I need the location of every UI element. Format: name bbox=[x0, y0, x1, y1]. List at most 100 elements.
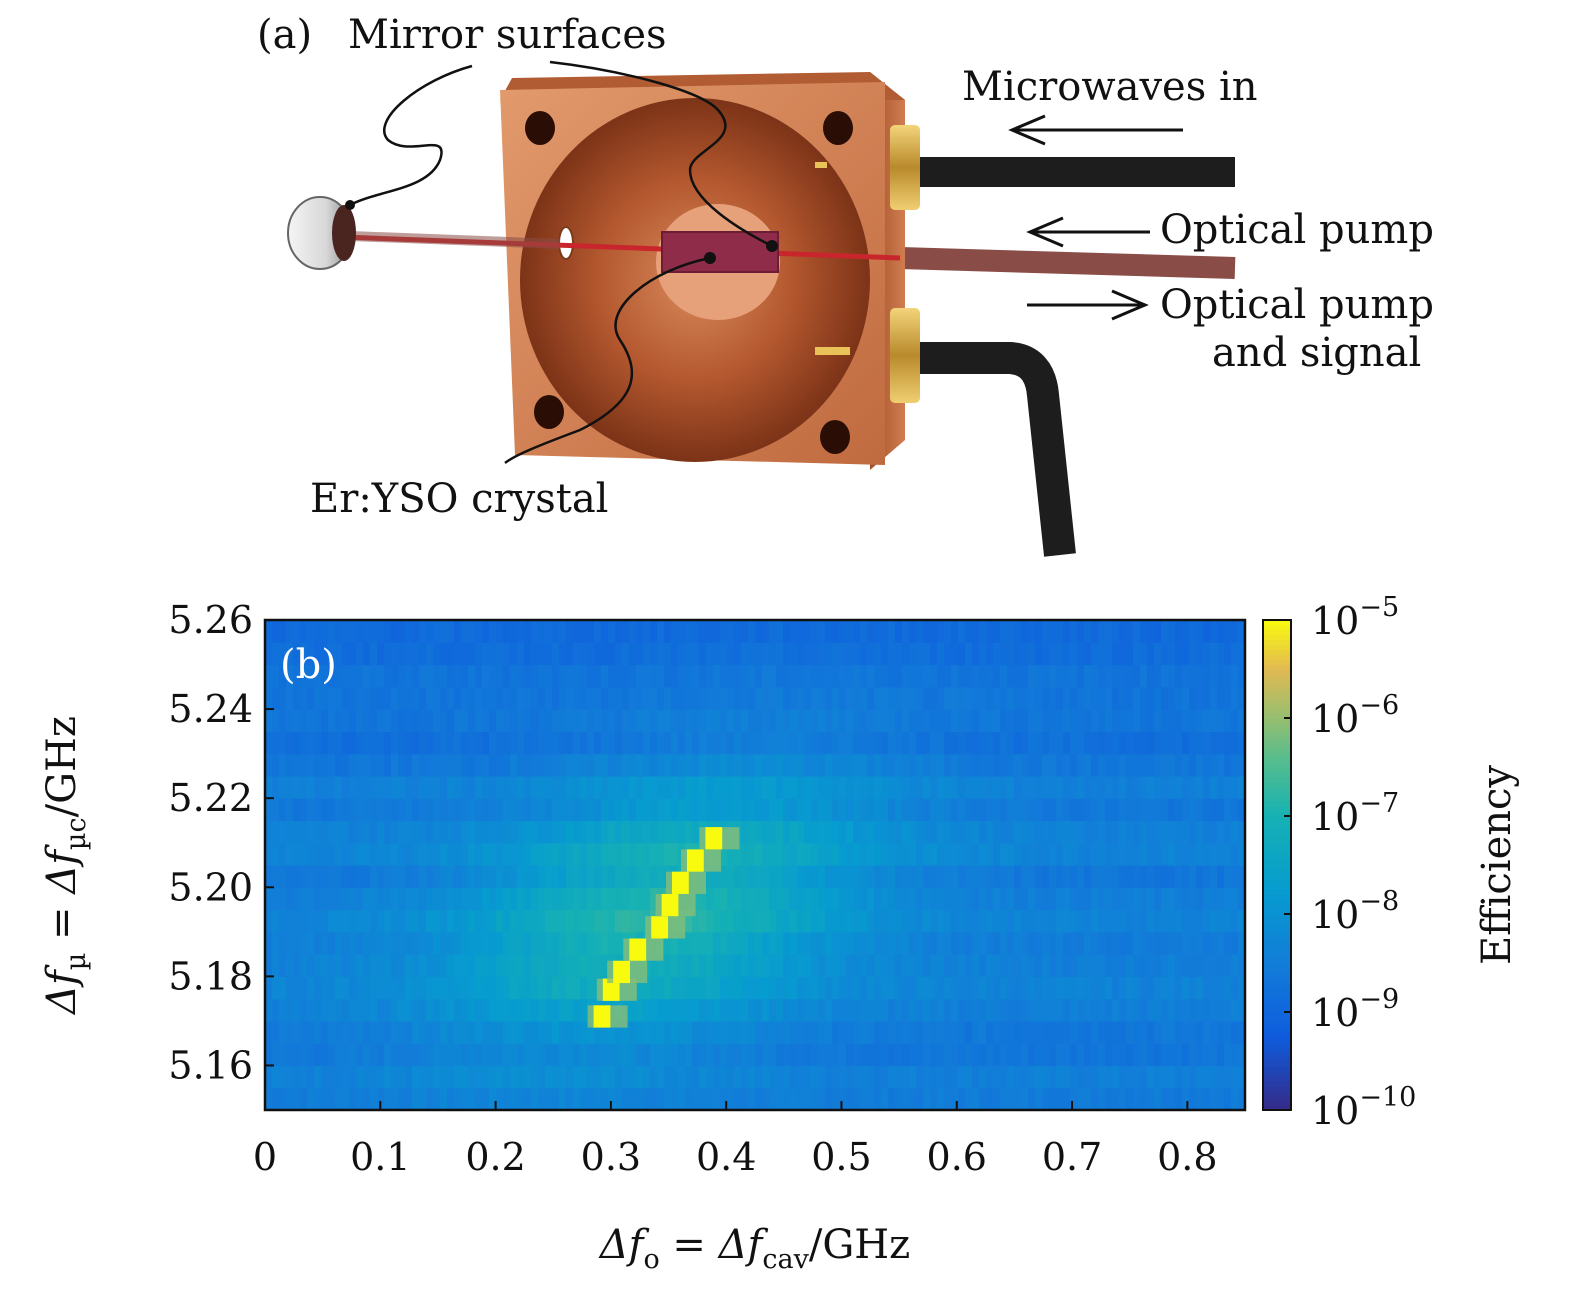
heatmap-cell bbox=[699, 753, 707, 777]
heatmap-cell bbox=[594, 865, 602, 888]
heatmap-cell bbox=[811, 731, 819, 755]
heatmap-cell bbox=[685, 664, 693, 688]
heatmap-cell bbox=[1091, 887, 1099, 911]
heatmap-cell bbox=[1154, 664, 1162, 688]
heatmap-cell bbox=[545, 887, 553, 911]
heatmap-cell bbox=[804, 931, 812, 955]
heatmap-cell bbox=[1063, 1087, 1071, 1110]
heatmap-cell bbox=[1056, 709, 1064, 732]
heatmap-cell bbox=[1000, 954, 1008, 977]
heatmap-cell bbox=[293, 753, 301, 777]
heatmap-cell bbox=[797, 731, 805, 755]
heatmap-cell bbox=[587, 865, 595, 888]
heatmap-cell bbox=[356, 798, 364, 822]
heatmap-cell bbox=[314, 1043, 322, 1067]
mirror-surfaces-label: Mirror surfaces bbox=[348, 12, 667, 58]
heatmap-cell bbox=[972, 820, 980, 844]
heatmap-cell bbox=[426, 620, 434, 643]
heatmap-cell bbox=[769, 731, 777, 755]
heatmap-cell bbox=[307, 842, 315, 866]
heatmap-cell bbox=[321, 1087, 329, 1110]
heatmap-cell bbox=[363, 976, 371, 1000]
heatmap-cell bbox=[426, 709, 434, 732]
heatmap-cell bbox=[1238, 753, 1245, 777]
heatmap-cell bbox=[384, 887, 392, 911]
heatmap-cell bbox=[650, 798, 658, 822]
heatmap-cell bbox=[1091, 620, 1099, 643]
heatmap-cell bbox=[1189, 931, 1197, 955]
heatmap-cell bbox=[433, 865, 441, 888]
heatmap-cell bbox=[580, 976, 588, 1000]
heatmap-cell bbox=[1035, 731, 1043, 755]
heatmap-cell bbox=[657, 620, 665, 643]
heatmap-cell bbox=[1112, 954, 1120, 977]
heatmap-cell bbox=[979, 775, 987, 799]
heatmap-cell bbox=[391, 909, 399, 933]
heatmap-cell bbox=[419, 686, 427, 710]
heatmap-cell bbox=[769, 842, 777, 866]
heatmap-cell bbox=[1175, 798, 1183, 822]
heatmap-cell bbox=[650, 1043, 658, 1067]
heatmap-cell bbox=[1091, 1020, 1099, 1044]
ridge-point bbox=[686, 849, 704, 872]
heatmap-cell bbox=[489, 887, 497, 911]
heatmap-cell bbox=[538, 709, 546, 732]
heatmap-cell bbox=[1210, 1065, 1218, 1089]
heatmap-cell bbox=[818, 1065, 826, 1089]
heatmap-cell bbox=[888, 753, 896, 777]
heatmap-cell bbox=[1126, 709, 1134, 732]
heatmap-cell bbox=[923, 775, 931, 799]
heatmap-cell bbox=[300, 887, 308, 911]
heatmap-cell bbox=[293, 731, 301, 755]
heatmap-cell bbox=[1119, 1087, 1127, 1110]
heatmap-cell bbox=[790, 931, 798, 955]
heatmap-cell bbox=[356, 931, 364, 955]
heatmap-cell bbox=[965, 842, 973, 866]
heatmap-cell bbox=[426, 798, 434, 822]
heatmap-cell bbox=[293, 664, 301, 688]
heatmap-cell bbox=[286, 620, 294, 643]
heatmap-cell bbox=[1000, 865, 1008, 888]
heatmap-cell bbox=[713, 775, 721, 799]
heatmap-cell bbox=[335, 709, 343, 732]
heatmap-cell bbox=[293, 887, 301, 911]
heatmap-cell bbox=[314, 954, 322, 977]
heatmap-cell bbox=[398, 865, 406, 888]
heatmap-cell bbox=[279, 642, 287, 666]
heatmap-cell bbox=[342, 709, 350, 732]
heatmap-cell bbox=[461, 620, 469, 643]
heatmap-cell bbox=[300, 798, 308, 822]
heatmap-cell bbox=[755, 842, 763, 866]
heatmap-cell bbox=[1014, 1087, 1022, 1110]
heatmap-cell bbox=[1119, 820, 1127, 844]
heatmap-cell bbox=[566, 664, 574, 688]
heatmap-cell bbox=[972, 620, 980, 643]
heatmap-cell bbox=[1070, 842, 1078, 866]
heatmap-cell bbox=[265, 664, 273, 688]
heatmap-cell bbox=[783, 664, 791, 688]
heatmap-cell bbox=[531, 842, 539, 866]
heatmap-cell bbox=[524, 976, 532, 1000]
heatmap-cell bbox=[762, 798, 770, 822]
colorbar-swatch bbox=[1263, 1100, 1291, 1106]
heatmap-cell bbox=[671, 954, 679, 977]
heatmap-cell bbox=[776, 820, 784, 844]
heatmap-cell bbox=[867, 820, 875, 844]
heatmap-cell bbox=[895, 865, 903, 888]
heatmap-cell bbox=[762, 909, 770, 933]
heatmap-cell bbox=[706, 686, 714, 710]
heatmap-cell bbox=[1063, 909, 1071, 933]
heatmap-cell bbox=[1021, 753, 1029, 777]
heatmap-cell bbox=[1154, 709, 1162, 732]
heatmap-cell bbox=[1112, 998, 1120, 1022]
heatmap-cell bbox=[538, 931, 546, 955]
heatmap-cell bbox=[818, 620, 826, 643]
heatmap-cell bbox=[741, 998, 749, 1022]
heatmap-cell bbox=[545, 1087, 553, 1110]
heatmap-cell bbox=[867, 976, 875, 1000]
heatmap-cell bbox=[461, 1020, 469, 1044]
heatmap-cell bbox=[622, 753, 630, 777]
heatmap-cell bbox=[342, 887, 350, 911]
heatmap-cell bbox=[517, 642, 525, 666]
heatmap-cell bbox=[881, 1087, 889, 1110]
